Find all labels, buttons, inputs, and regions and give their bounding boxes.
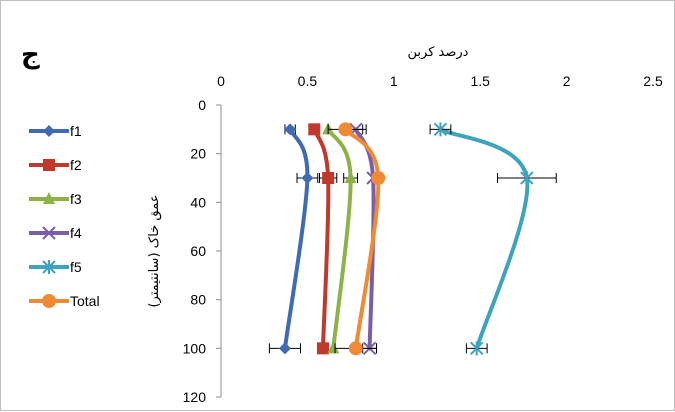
x-axis-title: درصد کربن — [408, 45, 469, 60]
legend-label: Total — [70, 293, 100, 309]
y-tick-label: 120 — [183, 389, 207, 405]
data-point — [520, 171, 534, 185]
legend: f1 f2 f3 f4 f5 Total — [29, 123, 100, 309]
data-point — [284, 123, 297, 136]
series-line — [343, 127, 381, 351]
panel-letter: ج — [21, 40, 40, 70]
data-point — [338, 122, 353, 137]
data-point — [433, 122, 448, 137]
legend-item-f4: f4 — [29, 225, 82, 241]
series-line — [438, 127, 530, 351]
y-tick-label: 80 — [190, 292, 206, 308]
data-point — [278, 342, 291, 355]
data-point — [371, 171, 386, 185]
data-point — [327, 341, 340, 354]
y-tick-label: 0 — [198, 97, 206, 113]
y-tick-label: 40 — [190, 194, 206, 210]
data-point — [470, 341, 484, 356]
legend-label: f3 — [70, 191, 82, 207]
legend-marker — [43, 125, 55, 137]
y-tick-label: 20 — [190, 146, 206, 162]
legend-marker — [43, 159, 55, 171]
x-tick-label: 1.5 — [470, 73, 490, 89]
axes: 0 0.5 1 1.5 2 2.5 0 20 40 60 80 100 120 — [183, 73, 663, 405]
data-point — [344, 171, 357, 183]
legend-label: f4 — [70, 225, 82, 241]
series-f1 — [268, 123, 319, 355]
series-line — [326, 127, 353, 351]
data-point — [348, 341, 363, 356]
data-point — [316, 342, 329, 355]
legend-marker — [42, 294, 56, 308]
legend-item-f5: f5 — [29, 259, 82, 275]
legend-marker — [42, 226, 56, 240]
x-tick-label: 0.5 — [298, 73, 318, 89]
x-tick-label: 1 — [390, 73, 398, 89]
series-total — [327, 122, 386, 356]
x-tick-label: 2 — [563, 73, 571, 89]
series-f2 — [308, 123, 338, 355]
legend-marker — [42, 260, 56, 274]
legend-item-f1: f1 — [29, 123, 82, 139]
series-line — [282, 127, 310, 351]
y-tick-label: 60 — [190, 243, 206, 259]
legend-label: f1 — [70, 123, 82, 139]
data-point — [308, 123, 321, 136]
y-axis-title: عمق خاک (سانتیمتر) — [147, 194, 162, 307]
series-line — [312, 127, 331, 351]
legend-item-f3: f3 — [29, 191, 82, 207]
data-point — [322, 172, 335, 184]
y-tick-label: 100 — [183, 340, 207, 356]
legend-label: f2 — [70, 157, 82, 173]
series-line — [353, 127, 376, 351]
data-point — [301, 172, 314, 184]
legend-label: f5 — [70, 259, 82, 275]
legend-item-f2: f2 — [29, 157, 82, 173]
series-f5 — [429, 122, 557, 356]
legend-marker — [43, 192, 55, 204]
x-tick-label: 2.5 — [643, 73, 663, 89]
x-tick-label: 0 — [217, 73, 225, 89]
series-layer — [268, 122, 557, 356]
legend-item-total: Total — [29, 293, 100, 309]
